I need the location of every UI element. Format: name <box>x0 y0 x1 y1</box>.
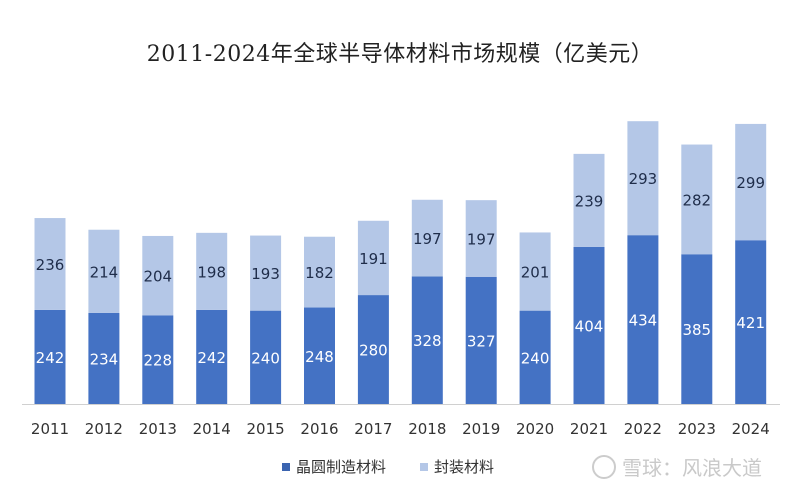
data-label-packaging-2011: 236 <box>36 256 65 274</box>
data-label-wafer-2011: 242 <box>36 349 65 367</box>
bar-wafer-2020 <box>519 310 551 404</box>
data-label-packaging-2021: 239 <box>575 192 604 210</box>
bar-packaging-2014 <box>196 232 228 310</box>
x-tick-label-2014: 2014 <box>193 420 231 438</box>
chart-title: 2011-2024年全球半导体材料市场规模（亿美元） <box>146 42 654 67</box>
data-label-packaging-2017: 191 <box>359 250 388 268</box>
bar-wafer-2015 <box>250 310 282 404</box>
data-label-wafer-2020: 240 <box>521 349 550 367</box>
x-tick-label-2022: 2022 <box>624 420 662 438</box>
bar-packaging-2011 <box>34 218 66 310</box>
data-label-wafer-2024: 421 <box>736 314 765 332</box>
bar-wafer-2012 <box>88 312 120 404</box>
x-tick-label-2023: 2023 <box>678 420 716 438</box>
data-label-packaging-2012: 214 <box>90 263 119 281</box>
data-label-wafer-2013: 228 <box>143 352 172 370</box>
watermark: 雪球：风浪大道 <box>592 452 762 481</box>
legend: 晶圆制造材料 封装材料 <box>282 456 494 477</box>
bar-wafer-2022 <box>627 235 659 404</box>
data-label-wafer-2016: 248 <box>305 348 334 366</box>
bar-wafer-2024 <box>735 240 767 404</box>
bar-packaging-2016 <box>304 236 335 308</box>
data-label-packaging-2018: 197 <box>413 230 442 248</box>
data-label-packaging-2022: 293 <box>629 170 658 188</box>
bar-wafer-2011 <box>34 309 66 404</box>
data-label-packaging-2019: 197 <box>467 230 496 248</box>
bar-packaging-2024 <box>735 123 767 241</box>
x-tick-label-2012: 2012 <box>85 420 123 438</box>
data-label-wafer-2018: 328 <box>413 332 442 350</box>
bar-packaging-2021 <box>573 153 605 247</box>
xueqiu-logo-icon <box>592 454 616 479</box>
data-label-packaging-2024: 299 <box>736 174 765 192</box>
data-label-packaging-2014: 198 <box>197 263 226 281</box>
data-label-wafer-2015: 240 <box>251 349 280 367</box>
bar-wafer-2018 <box>411 276 443 404</box>
data-label-wafer-2019: 327 <box>467 332 496 350</box>
x-tick-label-2011: 2011 <box>31 420 69 438</box>
data-label-wafer-2021: 404 <box>575 317 604 335</box>
bar-packaging-2023 <box>681 144 713 255</box>
bar-wafer-2013 <box>142 315 174 404</box>
x-tick-label-2024: 2024 <box>732 420 770 438</box>
data-label-wafer-2017: 280 <box>359 342 388 360</box>
data-label-packaging-2015: 193 <box>251 265 280 283</box>
data-label-packaging-2020: 201 <box>521 264 550 282</box>
data-label-packaging-2023: 282 <box>682 191 711 209</box>
data-label-wafer-2023: 385 <box>682 321 711 339</box>
bar-wafer-2017 <box>357 295 389 404</box>
bar-wafer-2014 <box>196 309 228 404</box>
watermark-text: 雪球：风浪大道 <box>622 456 762 480</box>
bar-wafer-2019 <box>465 276 497 404</box>
bar-packaging-2012 <box>88 229 120 313</box>
legend-label-wafer: 晶圆制造材料 <box>296 458 387 476</box>
bar-packaging-2019 <box>465 200 497 277</box>
legend-label-packaging: 封装材料 <box>434 458 495 476</box>
x-tick-label-2020: 2020 <box>516 420 554 438</box>
bar-packaging-2017 <box>357 220 389 296</box>
x-tick-label-2021: 2021 <box>570 420 608 438</box>
x-tick-label-2017: 2017 <box>354 420 392 438</box>
bar-wafer-2021 <box>573 246 605 404</box>
data-label-wafer-2022: 434 <box>629 312 658 330</box>
x-tick-label-2015: 2015 <box>247 420 285 438</box>
data-label-packaging-2013: 204 <box>143 268 172 286</box>
bar-packaging-2015 <box>250 235 282 311</box>
bar-packaging-2018 <box>411 199 443 277</box>
x-tick-label-2018: 2018 <box>408 420 446 438</box>
bar-packaging-2022 <box>627 121 659 236</box>
x-tick-label-2016: 2016 <box>300 420 338 438</box>
x-tick-label-2013: 2013 <box>139 420 177 438</box>
bar-wafer-2016 <box>304 307 335 404</box>
data-label-wafer-2014: 242 <box>197 349 226 367</box>
legend-swatch-packaging <box>420 462 429 471</box>
legend-swatch-wafer <box>282 462 290 471</box>
data-label-wafer-2012: 234 <box>90 350 119 368</box>
data-label-packaging-2016: 182 <box>305 264 334 282</box>
bar-packaging-2020 <box>519 232 551 311</box>
bar-wafer-2023 <box>681 254 713 404</box>
bar-packaging-2013 <box>142 235 174 316</box>
x-tick-label-2019: 2019 <box>462 420 500 438</box>
